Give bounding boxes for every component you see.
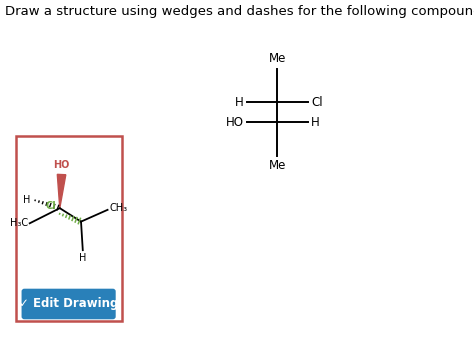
Polygon shape bbox=[57, 174, 66, 208]
Text: H: H bbox=[79, 253, 86, 263]
Text: Cl: Cl bbox=[46, 201, 56, 211]
Text: ✓ Edit Drawing: ✓ Edit Drawing bbox=[19, 298, 118, 311]
Text: Me: Me bbox=[269, 52, 286, 65]
Text: H₃C: H₃C bbox=[10, 218, 28, 228]
Text: H: H bbox=[235, 96, 244, 109]
Text: HO: HO bbox=[54, 160, 70, 170]
Text: Me: Me bbox=[269, 159, 286, 173]
Text: H: H bbox=[311, 116, 320, 129]
Text: Draw a structure using wedges and dashes for the following compound:: Draw a structure using wedges and dashes… bbox=[5, 5, 474, 18]
FancyBboxPatch shape bbox=[16, 136, 122, 321]
Text: HO: HO bbox=[226, 116, 244, 129]
Text: CH₃: CH₃ bbox=[109, 203, 128, 213]
Text: H: H bbox=[23, 195, 30, 205]
Text: Cl: Cl bbox=[311, 96, 323, 109]
FancyBboxPatch shape bbox=[21, 289, 116, 319]
